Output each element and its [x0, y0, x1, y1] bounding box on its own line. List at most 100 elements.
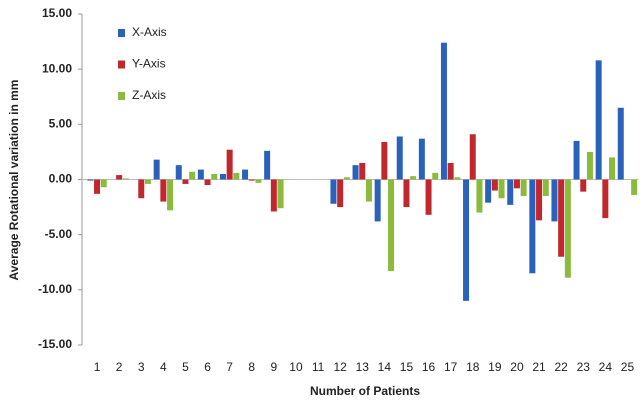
y-tick-label: 5.00 [49, 117, 73, 131]
y-tick-label: -10.00 [38, 282, 72, 296]
bar [388, 179, 395, 272]
legend-label: X-Axis [132, 25, 167, 39]
bar [440, 42, 447, 180]
bar [631, 179, 638, 195]
bar [226, 149, 233, 180]
y-tick-label: -5.00 [45, 227, 73, 241]
bar [558, 179, 565, 257]
bar [403, 179, 410, 208]
bar [233, 172, 240, 180]
x-tick-label: 13 [356, 360, 370, 374]
legend-swatch [118, 92, 125, 100]
legend-swatch [118, 29, 125, 37]
x-tick-label: 19 [488, 360, 502, 374]
x-tick-label: 15 [400, 360, 414, 374]
bar [374, 179, 381, 222]
bar [463, 179, 470, 301]
x-tick-label: 25 [621, 360, 635, 374]
bar [337, 179, 344, 208]
bar [197, 169, 204, 180]
bar [498, 179, 505, 199]
bar [396, 136, 403, 180]
bar [476, 179, 483, 213]
legend-label: Z-Axis [132, 88, 166, 102]
x-tick-label: 5 [182, 360, 189, 374]
bar [219, 173, 226, 180]
bar [211, 173, 218, 180]
bar [485, 179, 492, 203]
bar [94, 179, 101, 194]
x-axis-title: Number of Patients [310, 384, 420, 398]
legend-swatch [118, 60, 125, 69]
bar [175, 165, 182, 180]
bar [551, 179, 558, 222]
x-tick-label: 6 [204, 360, 211, 374]
bar [153, 159, 160, 180]
bar [520, 179, 527, 197]
x-tick-label: 14 [378, 360, 392, 374]
x-tick-label: 16 [422, 360, 436, 374]
y-tick-label: -15.00 [38, 337, 72, 351]
bar [122, 178, 129, 180]
bar [586, 151, 593, 180]
bar [447, 162, 454, 180]
bar [595, 60, 602, 180]
bar [264, 150, 271, 180]
bar [491, 179, 498, 191]
bar [100, 179, 107, 188]
bar [513, 179, 520, 189]
x-tick-label: 1 [94, 360, 101, 374]
bar [469, 134, 476, 180]
bar [617, 107, 624, 180]
x-tick-label: 20 [510, 360, 524, 374]
x-tick-label: 23 [577, 360, 591, 374]
y-tick-label: 0.00 [49, 172, 73, 186]
x-tick-label: 3 [138, 360, 145, 374]
bar [529, 179, 536, 274]
x-tick-label: 21 [532, 360, 546, 374]
bar [242, 169, 249, 180]
bar [138, 179, 145, 199]
bar [116, 175, 123, 180]
x-tick-label: 9 [271, 360, 278, 374]
bar [609, 157, 616, 180]
bar [564, 179, 571, 278]
x-tick-label: 17 [444, 360, 458, 374]
x-tick-label: 4 [160, 360, 167, 374]
x-tick-label: 2 [116, 360, 123, 374]
bar [410, 176, 417, 180]
x-tick-label: 18 [466, 360, 480, 374]
bar [542, 179, 549, 197]
bar [182, 179, 189, 184]
y-tick-label: 15.00 [42, 6, 72, 20]
bar [425, 179, 432, 215]
x-tick-label: 22 [554, 360, 568, 374]
bar [536, 179, 543, 221]
x-tick-label: 10 [289, 360, 303, 374]
bar [432, 172, 439, 180]
x-tick-label: 12 [333, 360, 347, 374]
legend-label: Y-Axis [132, 57, 166, 71]
bar [255, 179, 262, 183]
bar [330, 179, 337, 204]
bar [418, 138, 425, 180]
y-tick-label: 10.00 [42, 61, 72, 75]
bar [277, 179, 284, 209]
bar [602, 179, 609, 219]
x-tick-label: 11 [312, 360, 325, 374]
bar [381, 141, 388, 180]
x-tick-label: 8 [248, 360, 255, 374]
bar [87, 179, 94, 181]
y-axis-title: Average Rotational variation in mm [7, 80, 21, 281]
bar [248, 179, 255, 181]
bar [343, 177, 350, 180]
x-tick-label: 7 [226, 360, 233, 374]
bar [359, 162, 366, 180]
bar [189, 171, 196, 180]
bar [507, 179, 514, 205]
bar [365, 179, 372, 202]
bar [580, 179, 587, 192]
bar [144, 179, 151, 184]
bar [160, 179, 167, 202]
